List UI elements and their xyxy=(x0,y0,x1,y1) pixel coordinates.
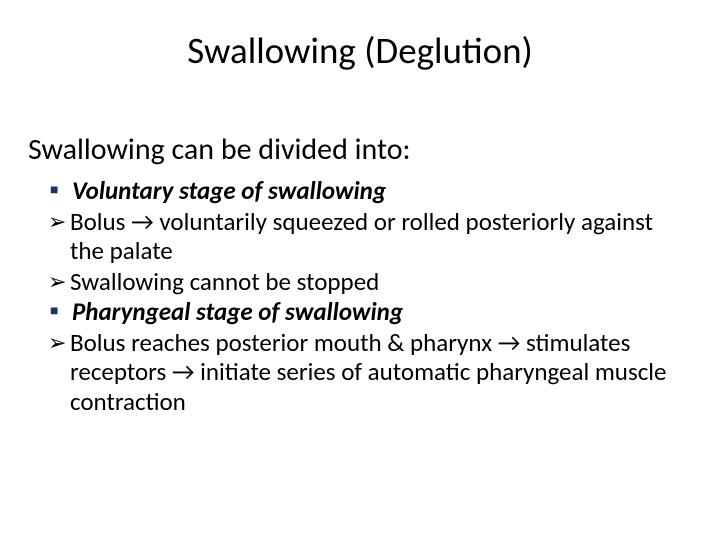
arrow-bullet-icon: ➢ xyxy=(48,328,70,357)
list-item-text: Bolus reaches posterior mouth & pharynx … xyxy=(70,328,692,417)
list-item-text: Pharyngeal stage of swallowing xyxy=(72,297,692,327)
list-item: ➢Swallowing cannot be stopped xyxy=(48,267,692,297)
slide-subtitle: Swallowing can be divided into: xyxy=(28,131,692,168)
list-item: ➢Bolus → voluntarily squeezed or rolled … xyxy=(48,207,692,266)
list-item-text: Swallowing cannot be stopped xyxy=(70,267,692,297)
list-item: ➢Bolus reaches posterior mouth & pharynx… xyxy=(48,328,692,417)
arrow-bullet-icon: ➢ xyxy=(48,207,70,236)
list-item-text: Bolus → voluntarily squeezed or rolled p… xyxy=(70,207,692,266)
slide: Swallowing (Deglution) Swallowing can be… xyxy=(0,0,720,540)
slide-title: Swallowing (Deglution) xyxy=(0,0,720,83)
arrow-bullet-icon: ➢ xyxy=(48,267,70,296)
list-item: ■Voluntary stage of swallowing xyxy=(48,176,692,206)
list-item: ■Pharyngeal stage of swallowing xyxy=(48,297,692,327)
square-bullet-icon: ■ xyxy=(48,176,72,204)
bullet-list: ■Voluntary stage of swallowing➢Bolus → v… xyxy=(28,176,692,416)
list-item-text: Voluntary stage of swallowing xyxy=(72,176,692,206)
square-bullet-icon: ■ xyxy=(48,297,72,325)
slide-content: Swallowing can be divided into: ■Volunta… xyxy=(0,83,720,416)
